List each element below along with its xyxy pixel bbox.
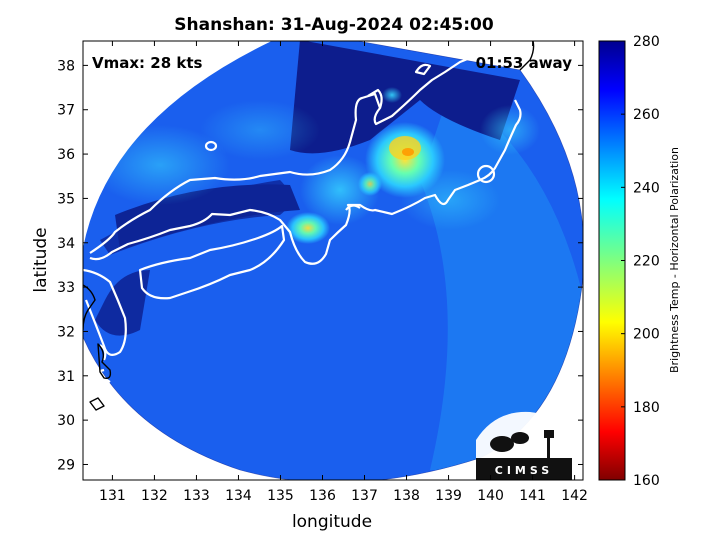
y-tick-label: 33 — [57, 280, 75, 296]
colorbar-label: Brightness Temp - Horizontal Polarizatio… — [668, 147, 681, 373]
cimss-logo: CIMSS — [476, 411, 572, 480]
x-tick-label: 141 — [519, 488, 546, 504]
y-tick-label: 35 — [57, 191, 75, 207]
y-axis-label: latitude — [31, 227, 51, 292]
x-tick-label: 132 — [141, 488, 168, 504]
x-tick-label: 135 — [267, 488, 294, 504]
x-tick-label: 140 — [477, 488, 504, 504]
colorbar-tick-label: 180 — [633, 400, 660, 416]
y-tick-label: 34 — [57, 236, 75, 252]
outer-coastline — [83, 41, 535, 411]
x-tick-label: 138 — [393, 488, 420, 504]
y-tick-label: 31 — [57, 369, 75, 385]
y-axis: 29 30 31 32 33 34 35 36 37 38 — [57, 58, 583, 473]
colorbar-ticks: 280 260 240 220 200 180 160 — [621, 34, 660, 489]
coastline — [83, 54, 522, 407]
y-tick-label: 36 — [57, 147, 75, 163]
x-tick-label: 137 — [351, 488, 378, 504]
x-tick-label: 133 — [183, 488, 210, 504]
y-tick-label: 29 — [57, 457, 75, 473]
colorbar-tick-label: 240 — [633, 180, 660, 196]
logo-text: CIMSS — [495, 464, 553, 477]
y-tick-label: 38 — [57, 58, 75, 74]
y-tick-label: 32 — [57, 324, 75, 340]
colorbar-tick-label: 280 — [633, 34, 660, 50]
chart-title: Shanshan: 31-Aug-2024 02:45:00 — [174, 15, 494, 35]
colorbar-tick-label: 200 — [633, 327, 660, 343]
x-axis: 131 132 133 134 135 136 137 138 139 140 141 142 — [99, 41, 588, 504]
x-axis-label: longitude — [292, 512, 372, 532]
x-tick-label: 134 — [225, 488, 252, 504]
colorbar — [598, 40, 626, 481]
y-tick-label: 37 — [57, 103, 75, 119]
x-tick-label: 131 — [99, 488, 126, 504]
x-tick-label: 142 — [561, 488, 588, 504]
y-tick-label: 30 — [57, 413, 75, 429]
x-tick-label: 136 — [309, 488, 336, 504]
x-tick-label: 139 — [435, 488, 462, 504]
colorbar-tick-label: 260 — [633, 107, 660, 123]
colorbar-tick-label: 220 — [633, 254, 660, 270]
colorbar-tick-label: 160 — [633, 473, 660, 489]
time-away-annotation: 01:53 away — [476, 54, 573, 72]
vmax-annotation: Vmax: 28 kts — [92, 54, 202, 72]
satellite-swath — [83, 41, 583, 480]
